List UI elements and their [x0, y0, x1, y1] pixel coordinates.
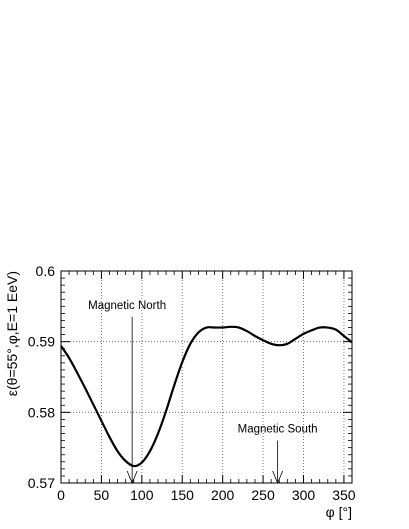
series: [60, 325, 353, 468]
annotations: Magnetic North Magnetic South: [88, 300, 318, 485]
x-axis-label: φ [°]: [326, 504, 352, 520]
annotation-label: Magnetic North: [88, 300, 166, 312]
y-tick-label: 0.6: [36, 263, 56, 279]
series-line: [60, 325, 353, 468]
y-axis-label: ε(θ=55°,φ,E=1 EeV): [4, 271, 20, 396]
x-tick-label: 250: [251, 487, 275, 503]
tick-labels: 0 50 100 150 200 250 300 350 0.57 0.58 0.59 0.6: [28, 263, 356, 503]
x-tick-label: 200: [211, 487, 235, 503]
annotation-label: Magnetic South: [238, 424, 318, 436]
y-tick-label: 0.59: [28, 334, 55, 350]
x-tick-label: 150: [171, 487, 195, 503]
grid: [61, 271, 352, 483]
annotation-arrowhead: [272, 470, 284, 485]
x-tick-label: 100: [130, 487, 154, 503]
y-tick-label: 0.58: [28, 404, 55, 420]
x-tick-label: 0: [57, 487, 65, 503]
annotation-arrowhead: [126, 470, 138, 485]
x-tick-label: 350: [332, 487, 356, 503]
x-tick-label: 300: [292, 487, 316, 503]
x-tick-label: 50: [94, 487, 110, 503]
y-tick-label: 0.57: [28, 475, 55, 491]
